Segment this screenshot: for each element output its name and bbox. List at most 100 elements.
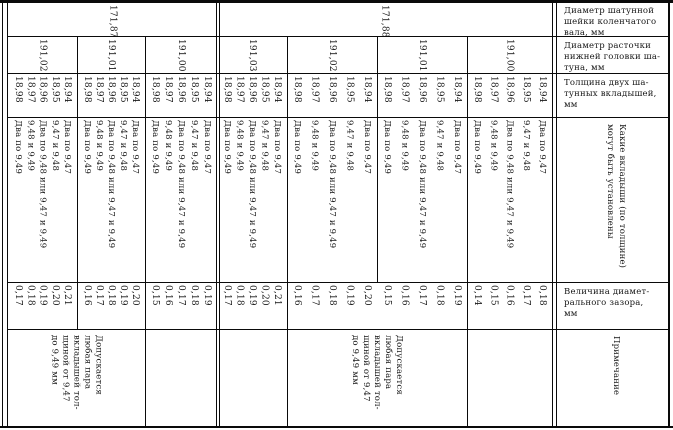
header-text-line: Какие вкладыши (по толщине) (617, 124, 627, 269)
clearance-value: 0,17 (94, 285, 104, 306)
table-rule (77, 37, 78, 330)
table-rule (377, 37, 378, 283)
note-text-line: любая пара (383, 335, 393, 390)
clearance-value: 0,20 (130, 285, 140, 306)
cell-shell-thickness: 18,94 18,95 18,96 18,97 18,98 (217, 74, 287, 118)
thickness-value: 18,96 (247, 76, 257, 103)
shell-option-value: 9,47 и 9,48 (118, 120, 128, 172)
thickness-value: 18,97 (234, 76, 245, 103)
thickness-value: 18,94 (202, 76, 212, 103)
thickness-value: 18,94 (362, 76, 372, 103)
thickness-value: 18,97 (309, 76, 320, 103)
thickness-value: 18,98 (82, 76, 92, 103)
thickness-value: 18,96 (37, 76, 48, 103)
cell-bore-diameter: 191,01 (77, 37, 145, 74)
header-text-line: мм (564, 309, 578, 319)
cell-bore-diameter: 191,01 (377, 37, 467, 74)
cell-note: Допускается любая пара вкладышей тол-щиной… (8, 330, 145, 426)
thickness-value: 18,95 (49, 76, 60, 103)
cell-clearance: 0,21 0,20 0,19 0,18 0,17 (217, 283, 287, 330)
thickness-value: 18,94 (130, 76, 140, 103)
header-text-line: Примечание (611, 336, 621, 396)
table-rule (2, 3, 3, 426)
cell-clearance: 0,20 0,19 0,18 0,17 0,16 (77, 283, 145, 330)
bore-diameter-value: 191,02 (37, 39, 48, 72)
cell-bore-diameter: 191,00 (145, 37, 217, 74)
cell-shell-thickness: 18,94 18,95 18,96 18,97 18,98 (145, 74, 217, 118)
header-text-line: Толщина двух ша- (564, 78, 649, 88)
thickness-value: 18,96 (504, 76, 515, 103)
cell-shell-thickness: 18,94 18,95 18,96 18,97 18,98 (467, 74, 552, 118)
shell-option-value: Два по 9,47 (537, 120, 547, 175)
shell-option-value: Два по 9,48 или 9,47 и 9,49 (247, 120, 257, 249)
shell-option-value: 9,48 и 9,49 (488, 120, 499, 172)
thickness-value: 18,97 (163, 76, 173, 103)
bore-diameter-value: 191,03 (247, 39, 257, 72)
clearance-value: 0,19 (118, 285, 128, 306)
cell-shell-thickness: 18,94 18,95 18,96 18,97 18,98 (77, 74, 145, 118)
shaft-diameter-value: 171,88 (379, 5, 390, 38)
thickness-value: 18,98 (382, 76, 392, 103)
cell-note-empty (467, 330, 552, 426)
thickness-value: 18,97 (94, 76, 104, 103)
header-note: Примечание (559, 331, 669, 425)
thickness-value: 18,97 (399, 76, 410, 103)
header-which-shells: Какие вкладыши (по толщине) могут быть у… (559, 119, 669, 283)
thickness-value: 18,94 (62, 76, 72, 103)
header-text-line: рального зазора, (564, 298, 644, 308)
note-text-line: Допускается (394, 335, 404, 395)
table-rule (287, 37, 288, 426)
cell-bore-diameter: 191,02 (287, 37, 377, 74)
header-text-line: тунных вкладышей, (564, 89, 657, 99)
shell-option-value: 9,47 и 9,48 (344, 120, 355, 172)
cell-note: Допускается любая пара вкладышей тол-щиной… (287, 330, 467, 426)
cell-shell-thickness: 18,94 18,95 18,96 18,97 18,98 (8, 74, 77, 118)
shell-option-value: Два по 9,47 (62, 120, 72, 175)
header-text-line: мм (564, 100, 578, 110)
cell-which-shells: Два по 9,47 9,47 и 9,48 Два по 9,48 или 9,… (287, 118, 377, 283)
cell-shaft-diameter-group: 171,88 (217, 3, 552, 38)
shell-option-value: Два по 9,49 (382, 120, 392, 175)
shell-option-value: 9,48 и 9,49 (163, 120, 173, 172)
thickness-value: 18,95 (189, 76, 199, 103)
shell-option-value: 9,48 и 9,49 (234, 120, 245, 172)
table-rule (8, 117, 669, 118)
clearance-value: 0,17 (13, 285, 23, 306)
thickness-value: 18,96 (327, 76, 337, 103)
clearance-value: 0,19 (344, 285, 355, 306)
clearance-value: 0,17 (309, 285, 320, 306)
table-rule (8, 73, 669, 74)
bore-diameter-value: 191,00 (504, 39, 515, 72)
header-text-line: Диаметр шатунной (564, 6, 655, 16)
header-shell-thickness: Толщина двух ша- тунных вкладышей, мм (559, 75, 669, 118)
cell-shell-thickness: 18,94 18,95 18,96 18,97 18,98 (287, 74, 377, 118)
clearance-value: 0,21 (272, 285, 282, 306)
shell-option-value: 9,48 и 9,49 (399, 120, 410, 172)
thickness-value: 18,98 (150, 76, 160, 103)
thickness-value: 18,98 (222, 76, 232, 103)
clearance-value: 0,14 (472, 285, 482, 306)
thickness-value: 18,98 (472, 76, 482, 103)
thickness-value: 18,98 (13, 76, 23, 103)
note-text-line: Допускается (93, 335, 104, 395)
table-rule (8, 329, 669, 330)
clearance-value: 0,15 (150, 285, 160, 306)
table-rule (7, 3, 8, 426)
bore-diameter-value: 191,01 (106, 39, 116, 72)
clearance-value: 0,19 (202, 285, 212, 306)
cell-which-shells: Два по 9,47 9,47 и 9,48 Два по 9,48 или 9,… (145, 118, 217, 283)
note-text-line: любая пара (82, 335, 93, 390)
note-text-line: вкладышей тол- (71, 335, 82, 410)
cell-bore-diameter: 191,00 (467, 37, 552, 74)
shell-option-value: Два по 9,47 (202, 120, 212, 175)
shell-option-value: 9,47 и 9,48 (189, 120, 199, 172)
thickness-value: 18,95 (259, 76, 270, 103)
header-diametral-clearance: Величина диамет- рального зазора, мм (559, 284, 669, 329)
cell-which-shells: Два по 9,47 9,47 и 9,48 Два по 9,48 или 9,… (77, 118, 145, 283)
clearance-value: 0,19 (247, 285, 257, 306)
shell-option-value: Два по 9,47 (130, 120, 140, 175)
cell-shell-thickness: 18,94 18,95 18,96 18,97 18,98 (377, 74, 467, 118)
clearance-value: 0,18 (537, 285, 547, 306)
shell-option-value: 9,47 и 9,48 (520, 120, 531, 172)
clearance-value: 0,16 (163, 285, 173, 306)
